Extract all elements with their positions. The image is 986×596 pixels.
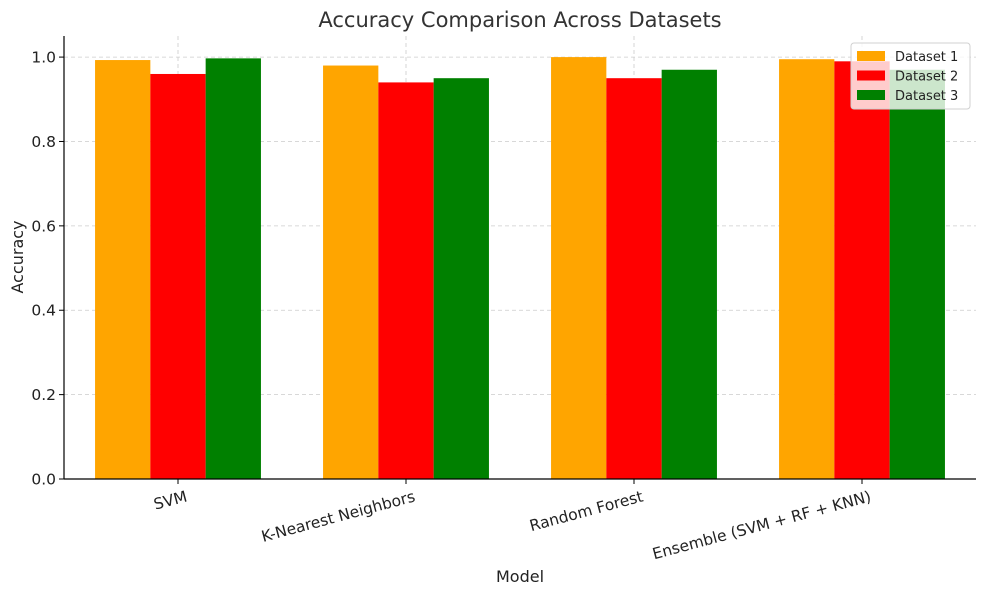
y-tick-label: 0.4 [31,302,56,320]
x-tick-label: K-Nearest Neighbors [259,487,417,545]
bar-dataset-3 [889,69,945,479]
bar-dataset-1 [551,57,607,479]
x-tick-label: Ensemble (SVM + RF + KNN) [650,487,873,563]
x-tick-label: Random Forest [528,487,645,535]
bar-dataset-3 [205,58,261,479]
bar-dataset-2 [378,82,434,480]
bar-dataset-1 [779,59,835,479]
legend-label: Dataset 1 [895,50,958,65]
y-axis-label: Accuracy [8,220,27,293]
y-tick-label: 0.8 [31,133,56,151]
x-axis-label: Model [496,567,544,586]
legend-label: Dataset 3 [895,89,958,104]
y-tick-label: 1.0 [31,49,56,67]
legend-swatch [857,90,885,100]
x-tick-label: SVM [152,487,189,513]
bar-dataset-3 [661,69,717,479]
y-tick-label: 0.0 [31,471,56,489]
legend: Dataset 1 Dataset 2 Dataset 3 [850,42,971,110]
bar-dataset-1 [323,65,379,480]
bar-dataset-2 [606,78,662,479]
bars-layer [95,57,945,480]
y-tick-label: 0.6 [31,217,56,235]
bar-dataset-3 [433,78,489,479]
chart-title: Accuracy Comparison Across Datasets [318,8,721,32]
legend-label: Dataset 2 [895,70,958,85]
legend-swatch [857,70,885,81]
bar-dataset-2 [150,73,206,479]
bar-dataset-2 [834,61,890,480]
y-tick-label: 0.2 [31,386,56,404]
legend-swatch [857,51,885,61]
bar-dataset-1 [95,60,151,479]
